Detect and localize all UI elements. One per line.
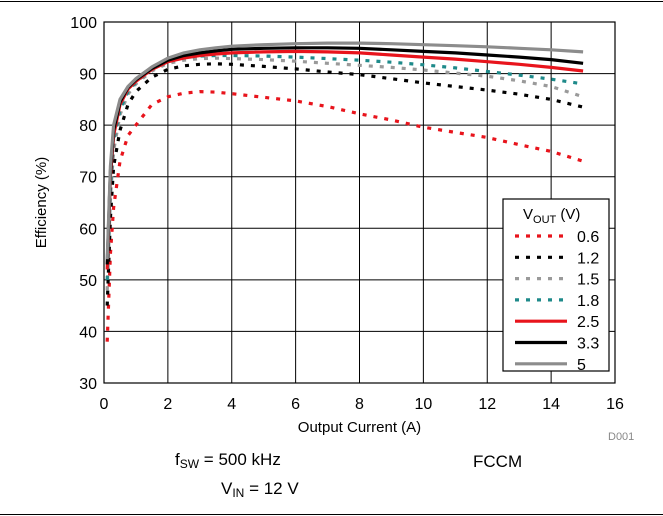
- series-line-1-8: [105, 53, 584, 280]
- y-tick-label: 60: [79, 221, 97, 238]
- y-tick-label: 40: [79, 324, 97, 341]
- legend-title-main: V: [523, 206, 533, 223]
- y-tick-label: 70: [79, 170, 97, 187]
- series-line-1-5: [105, 56, 584, 291]
- y-tick-label: 30: [79, 376, 97, 393]
- x-tick-label: 6: [291, 396, 300, 413]
- plot-border: [103, 21, 616, 384]
- legend-title: VOUT (V): [523, 206, 580, 226]
- legend-label: 1.8: [577, 293, 599, 310]
- x-tick-label: 16: [606, 396, 624, 413]
- x-tick-label: 4: [227, 396, 236, 413]
- y-tick-label: 80: [79, 118, 97, 135]
- x-axis-label: Output Current (A): [298, 419, 421, 436]
- fsw-value: = 500 kHz: [199, 450, 281, 469]
- series-layer: [105, 41, 584, 342]
- series-line-0-6: [105, 90, 584, 342]
- legend-label: 5: [577, 357, 586, 374]
- vin-value: = 12 V: [244, 479, 299, 498]
- vin-symbol: V: [221, 479, 233, 498]
- legend-title-unit: (V): [556, 206, 580, 223]
- series-line-1-2: [105, 62, 584, 306]
- input-voltage: VIN = 12 V: [221, 479, 299, 500]
- legend-label: 2.5: [577, 314, 599, 331]
- vin-subscript: IN: [232, 486, 245, 500]
- x-tick-label: 14: [542, 396, 560, 413]
- fsw-symbol: f: [175, 450, 180, 469]
- y-tick-label: 100: [70, 15, 97, 32]
- legend-label: 3.3: [577, 336, 599, 353]
- x-tick-label: 10: [414, 396, 432, 413]
- legend-title-sub: OUT: [533, 214, 557, 226]
- figure-id: D001: [608, 431, 634, 443]
- x-tick-labels: 0 2 4 6 8 10 12 14 16: [100, 396, 624, 413]
- series-line-5: [105, 41, 584, 260]
- y-tick-label: 50: [79, 273, 97, 290]
- x-tick-label: 0: [100, 396, 109, 413]
- legend-items: 0.6 1.2 1.5 1.8 2.5 3.3 5: [515, 229, 599, 374]
- y-tick-labels: 30 40 50 60 70 80 90 100: [70, 15, 97, 393]
- legend-label: 1.2: [577, 250, 599, 267]
- x-tick-label: 8: [355, 396, 364, 413]
- legend: VOUT (V) 0.6 1.2 1.5 1.8 2.5 3.3 5: [502, 198, 610, 374]
- switching-frequency: fSW = 500 kHz: [175, 450, 281, 471]
- fsw-subscript: SW: [179, 457, 200, 471]
- x-tick-label: 2: [163, 396, 172, 413]
- x-tick-label: 12: [478, 396, 496, 413]
- mode-label: FCCM: [473, 452, 523, 471]
- y-tick-label: 90: [79, 67, 97, 84]
- legend-label: 1.5: [577, 272, 599, 289]
- y-axis-label: Efficiency (%): [33, 157, 50, 248]
- legend-label: 0.6: [577, 229, 599, 246]
